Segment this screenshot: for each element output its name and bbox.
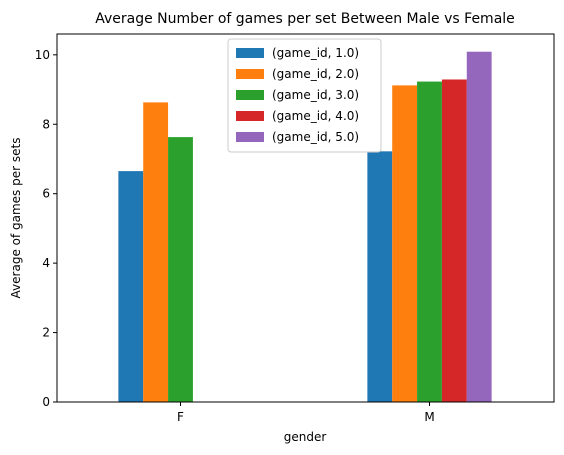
- plot-frame: [56, 33, 555, 403]
- bar-F-series-2: [143, 102, 169, 402]
- legend-swatch: [236, 132, 264, 142]
- legend-swatch: [236, 111, 264, 121]
- legend-box: [227, 38, 382, 153]
- legend-label: (game_id, 1.0): [272, 46, 359, 60]
- legend: (game_id, 1.0) (game_id, 2.0) (game_id, 3.…: [227, 38, 382, 153]
- y-tick-label: 6: [42, 187, 50, 201]
- x-axis-label: gender: [284, 430, 327, 444]
- y-tick-label: 4: [42, 256, 50, 270]
- y-tick-label: 8: [42, 117, 50, 131]
- bar-M-series-4: [441, 79, 467, 402]
- legend-label: (game_id, 3.0): [272, 88, 359, 102]
- bar-M-series-1: [367, 151, 393, 402]
- legend-label: (game_id, 4.0): [272, 109, 359, 123]
- bar-M-series-2: [392, 85, 418, 402]
- bar-M-series-5: [466, 51, 492, 403]
- bar-F-series-3: [168, 137, 193, 403]
- y-tick-label: 2: [42, 326, 50, 340]
- y-tick-label: 0: [42, 395, 50, 409]
- y-axis-label: Average of games per sets: [9, 138, 23, 299]
- legend-label: (game_id, 5.0): [272, 130, 359, 144]
- legend-swatch: [236, 69, 264, 79]
- legend-swatch: [236, 48, 264, 58]
- chart-title: Average Number of games per set Between …: [95, 11, 515, 27]
- bars-group: [118, 51, 492, 403]
- legend-swatch: [236, 90, 264, 100]
- x-tick-label: M: [424, 410, 434, 424]
- y-axis: 0 2 4 6 8 10: [35, 48, 57, 409]
- x-tick-label: F: [177, 410, 184, 424]
- bar-F-series-1: [118, 171, 144, 402]
- bar-M-series-3: [417, 81, 442, 402]
- y-tick-label: 10: [35, 48, 50, 62]
- legend-label: (game_id, 2.0): [272, 67, 359, 81]
